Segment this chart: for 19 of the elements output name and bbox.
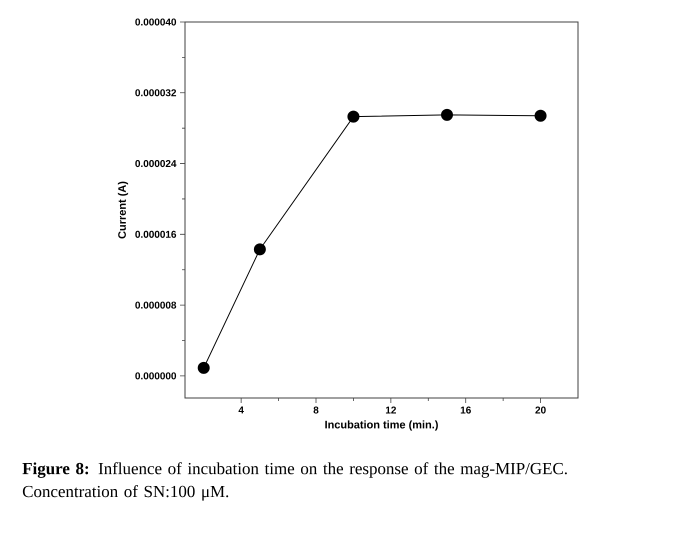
y-tick-label: 0.000008 — [135, 302, 176, 309]
point — [441, 108, 454, 121]
x-axis-title: Incubation time (min.) — [325, 420, 438, 431]
point — [254, 243, 266, 256]
x-tick-label: 20 — [535, 406, 546, 414]
y-tick-label: 0.000000 — [135, 372, 176, 380]
y-tick-label: 0.000032 — [135, 89, 176, 96]
y-tick-label: 0.000040 — [135, 18, 176, 26]
point — [534, 110, 547, 122]
y-tick-label: 0.000024 — [135, 160, 176, 168]
x-tick-label: 4 — [238, 406, 244, 414]
text: Figure 8: Influence of incubation time on the response of the mag-MIP/GEC. Concentration of SN:100 μM. — [22, 462, 567, 501]
x-tick-label: 8 — [314, 406, 318, 414]
y-tick-label: 0.000016 — [135, 230, 176, 238]
x-tick-label: 12 — [386, 406, 396, 414]
y-axis-title: Current (A) — [118, 182, 128, 238]
x-tick-label: 16 — [460, 406, 471, 414]
point — [198, 362, 210, 374]
point — [347, 110, 360, 123]
